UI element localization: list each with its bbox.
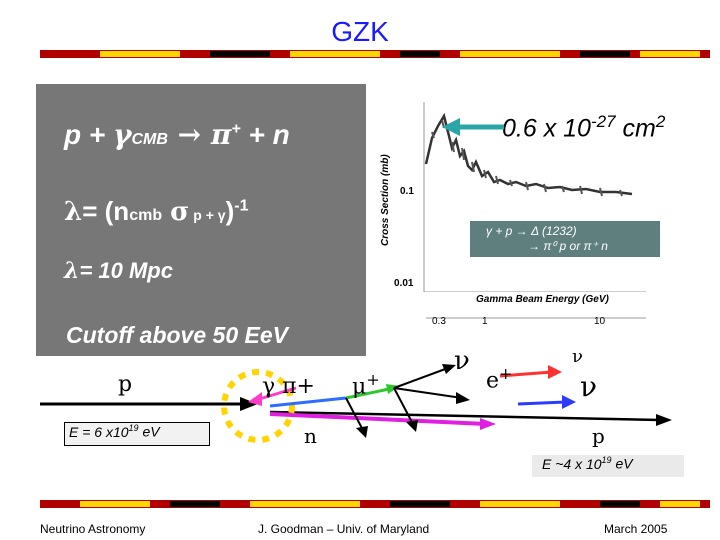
footer-center: J. Goodman – Univ. of Maryland	[258, 522, 430, 536]
initial-energy-mantissa: E = 6 x10	[69, 423, 129, 440]
label-gamma: γ	[262, 374, 276, 399]
final-energy-box: E ~4 x 1019 eV	[532, 455, 684, 477]
neutrino1-arrowhead	[356, 426, 368, 438]
label-muon: μ+	[352, 370, 380, 399]
pointer-head	[442, 118, 460, 136]
positron-line	[393, 387, 463, 399]
pion-line	[269, 396, 347, 408]
plot-ylabel: Cross Section (mb)	[380, 154, 391, 246]
cross-section-curve	[424, 112, 633, 196]
eq1-neutron: + n	[240, 119, 290, 150]
muon-line	[345, 386, 395, 400]
eq1-pi-charge: +	[231, 120, 241, 138]
label-proton-right: p	[592, 424, 605, 448]
plot-xaxis-strip	[416, 292, 656, 316]
bottom-decorative-band	[40, 500, 710, 508]
label-positron-symbol: e	[486, 368, 500, 394]
photon-arrowhead	[248, 392, 262, 406]
eq2-cmb-sub: cmb	[129, 207, 163, 224]
plot-xtick-1: 1	[482, 316, 488, 327]
label-neutrino: ν	[454, 346, 470, 376]
xsec-exponent: -27	[590, 112, 616, 131]
label-neutrino-small: ν	[572, 346, 583, 367]
reaction-line-1: γ + p → Δ (1232)	[486, 224, 577, 238]
neutrino3-line	[393, 387, 415, 427]
neutrino3-arrowhead	[406, 420, 418, 432]
gzk-reaction-equation: p + γCMB → π+ + n	[64, 118, 290, 151]
neutron-arrowhead	[480, 418, 496, 430]
xsec-unit: cm	[615, 114, 656, 143]
photon-arrow	[255, 386, 297, 402]
interaction-region	[221, 369, 295, 443]
plot-xlabel: Gamma Beam Energy (GeV)	[476, 294, 609, 305]
label-neutron: n	[304, 424, 317, 448]
xsec-mantissa: 0.6 x 10	[502, 114, 591, 143]
eq2-exponent: -1	[234, 197, 249, 215]
label-neutrino-big: ν	[580, 370, 598, 403]
eq3-value: = 10 Mpc	[79, 258, 173, 283]
eq2-close: )	[225, 196, 235, 226]
label-pi-plus: π+	[282, 374, 315, 399]
blue-neutrino-arrow	[517, 400, 567, 406]
neutrino1-line	[345, 397, 365, 433]
eq2-sigma: σ	[170, 197, 190, 227]
neutrino2-arrowhead	[442, 364, 456, 374]
eq1-cmb-sub: CMB	[131, 131, 168, 148]
footer-left: Neutrino Astronomy	[40, 522, 146, 536]
initial-energy-box: E = 6 x1019 eV	[64, 422, 210, 446]
neutrino2-line	[393, 367, 449, 389]
eq2-open: = (n	[82, 196, 130, 226]
label-positron: e+	[486, 364, 512, 393]
positron-arrowhead	[456, 392, 470, 404]
plot-ytick-01: 0.1	[400, 186, 414, 197]
decay-diagram	[40, 364, 672, 443]
cross-section-value: 0.6 x 10-27 cm2	[502, 112, 702, 148]
plot-xtick-03: 0.3	[432, 316, 446, 327]
red-neutrino-arrowhead	[548, 365, 562, 379]
plot-ytick-001: 0.01	[394, 278, 414, 289]
eq1-arrow: →	[167, 118, 211, 151]
mean-free-path-formula: λ= (ncmb σ p + γ)-1	[64, 196, 248, 227]
plot-xtick-10: 10	[594, 316, 606, 327]
label-proton-left: p	[118, 372, 133, 397]
label-positron-charge: +	[499, 364, 513, 383]
label-muon-symbol: μ	[352, 374, 367, 400]
mean-free-path-value: λ= 10 Mpc	[64, 258, 173, 284]
top-decorative-band	[40, 50, 710, 58]
outgoing-proton-line	[269, 410, 661, 422]
eq3-lambda: λ	[64, 258, 80, 284]
delta-resonance-box: γ + p → Δ (1232) → π⁰ p or π⁺ n	[470, 221, 660, 257]
reaction-line-2: → π⁰ p or π⁺ n	[528, 239, 608, 253]
blue-neutrino-arrowhead	[562, 395, 576, 409]
eq2-sigma-sub: p + γ	[193, 207, 226, 223]
neutron-line	[269, 412, 487, 426]
xsec-unit-exponent: 2	[655, 112, 666, 131]
cross-section-pointer-arrow	[442, 118, 504, 136]
initial-energy-exponent: 19	[128, 423, 139, 433]
eq1-pi: π	[210, 118, 232, 151]
incoming-proton-arrowhead	[240, 397, 258, 411]
equation-panel	[36, 84, 366, 356]
eq1-proton: p +	[64, 119, 114, 150]
outgoing-proton-arrowhead	[656, 414, 672, 426]
cross-section-plot: Cross Section (mb) 0.1 0.01 Gamma Beam E…	[380, 102, 656, 327]
cross-section-scatter	[431, 119, 623, 197]
red-neutrino-arrow	[499, 370, 553, 378]
footer-right: March 2005	[604, 522, 668, 536]
eq2-lambda: λ	[64, 197, 83, 227]
slide-title: GZK	[331, 16, 389, 47]
final-energy-exponent: 19	[601, 455, 612, 465]
final-energy-mantissa: E ~4 x 10	[542, 455, 602, 472]
cutoff-text: Cutoff above 50 EeV	[66, 322, 288, 348]
eq1-gamma: γ	[113, 118, 132, 151]
label-muon-charge: +	[366, 370, 380, 389]
initial-energy-unit: eV	[138, 423, 160, 440]
final-energy-unit: eV	[611, 455, 633, 472]
